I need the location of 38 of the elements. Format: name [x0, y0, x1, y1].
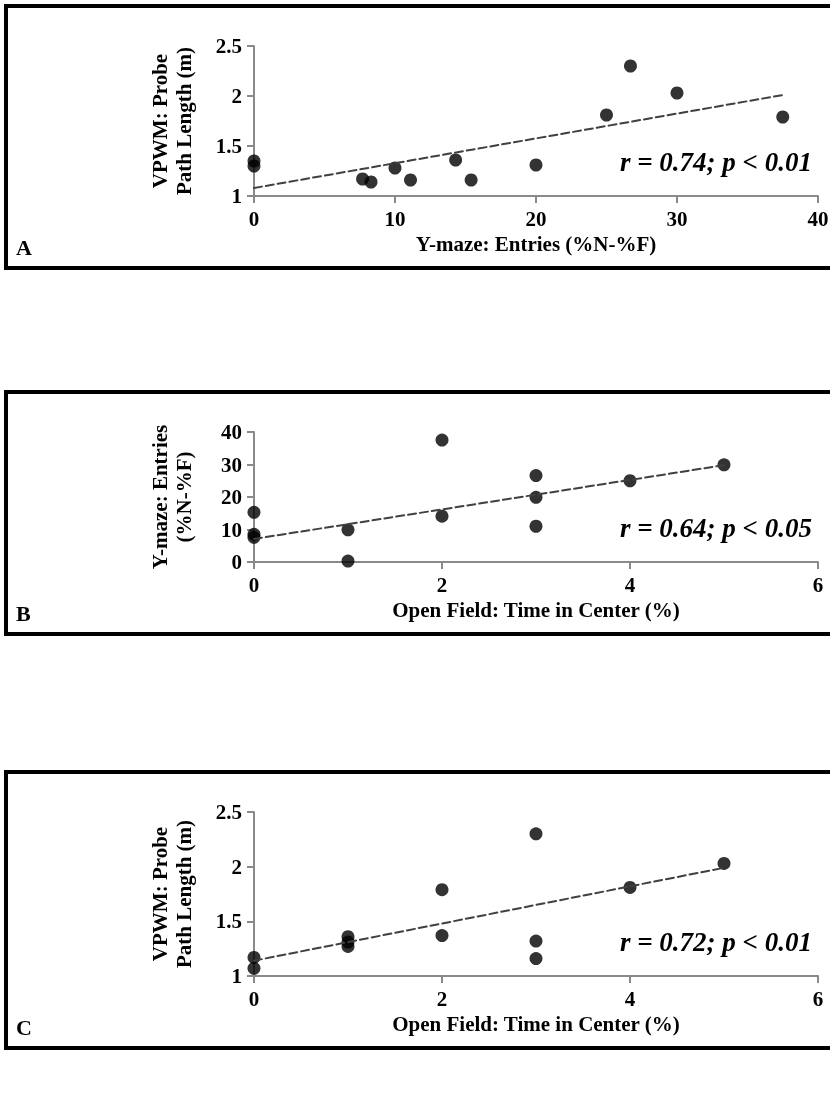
x-tick-label: 0: [248, 572, 260, 597]
x-tick-label: 2: [436, 572, 448, 597]
y-axis-title: VPWM: Probe Path Length (m): [148, 819, 196, 969]
x-tick-label: 30: [666, 206, 688, 231]
y-tick-label: 1.5: [215, 909, 242, 934]
y-axis-title: Y-maze: Entries (%N-%F): [148, 424, 196, 570]
x-tick-label: 6: [812, 572, 824, 597]
y-tick-label: 2: [231, 84, 242, 108]
y-axis-title: VPWM: Probe Path Length (m): [148, 46, 196, 196]
y-tick-label: 20: [221, 485, 242, 509]
annotation: r = 0.72; p < 0.01: [619, 926, 813, 957]
y-tick-label: 1.5: [215, 134, 242, 158]
x-tick-label: 0: [248, 986, 260, 1011]
y-tick-label: 0: [231, 550, 242, 574]
y-tick-label: 1: [231, 184, 242, 208]
y-tick-label: 2.5: [215, 800, 242, 824]
x-tick-label: 4: [624, 986, 636, 1011]
text: B: [16, 600, 31, 626]
x-axis-title: Open Field: Time in Center (%): [392, 598, 680, 623]
y-tick-label: 2: [231, 854, 242, 879]
annotation: r = 0.64; p < 0.05: [619, 512, 813, 543]
y-tick-label: 10: [221, 517, 242, 542]
x-tick-label: 0: [248, 206, 260, 231]
y-tick-label: 1: [231, 964, 242, 988]
x-tick-label: 20: [525, 206, 547, 231]
x-axis-title: Open Field: Time in Center (%): [392, 1012, 680, 1037]
x-axis-title: Y-maze: Entries (%N-%F): [415, 232, 657, 257]
text: A: [16, 234, 32, 260]
y-tick-label: 2.5: [215, 34, 242, 58]
x-tick-label: 4: [624, 572, 636, 597]
y-tick-label: 30: [221, 452, 242, 477]
text: C: [16, 1014, 32, 1040]
x-tick-label: 40: [807, 206, 829, 231]
x-tick-label: 6: [812, 986, 824, 1011]
x-tick-label: 10: [384, 206, 406, 231]
x-tick-label: 2: [436, 986, 448, 1011]
annotation: r = 0.74; p < 0.01: [619, 146, 813, 177]
y-tick-label: 40: [221, 420, 242, 444]
